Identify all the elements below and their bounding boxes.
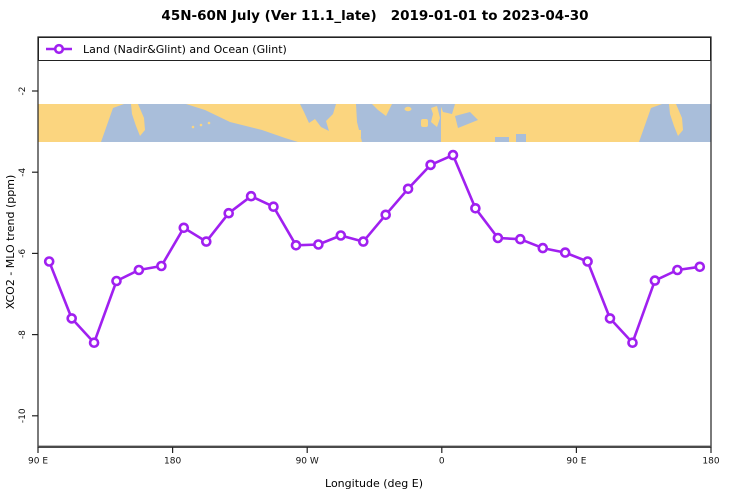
data-point-marker — [133, 264, 145, 276]
data-point-marker — [402, 183, 414, 195]
data-point-marker — [268, 201, 279, 212]
data-point-marker — [582, 256, 593, 267]
svg-text:-2: -2 — [18, 87, 28, 96]
svg-text:-4: -4 — [18, 167, 28, 176]
data-point-marker — [380, 209, 392, 221]
plot-frame — [37, 36, 712, 448]
y-axis-ticks: -2 -4 -6 -8 -10 — [18, 87, 38, 423]
data-point-marker — [425, 159, 436, 171]
map-ocean-shapes — [101, 104, 711, 142]
data-point-marker — [245, 190, 257, 202]
data-point-marker — [672, 264, 683, 276]
data-point-marker — [88, 337, 100, 349]
data-point-marker — [313, 239, 324, 250]
svg-text:90 W: 90 W — [296, 457, 319, 467]
svg-text:0: 0 — [439, 457, 445, 467]
svg-text:180: 180 — [164, 457, 181, 467]
data-point-marker — [694, 261, 706, 273]
world-map-strip — [38, 104, 711, 142]
legend-label: Land (Nadir&Glint) and Ocean (Glint) — [83, 42, 287, 56]
chart-title: 45N-60N July (Ver 11.1_late) 2019-01-01 … — [161, 8, 589, 24]
svg-text:180: 180 — [702, 457, 719, 467]
data-point-marker — [357, 236, 369, 247]
data-point-marker — [559, 247, 571, 258]
data-point-marker — [335, 230, 347, 241]
data-point-marker — [178, 222, 190, 234]
data-point-marker — [537, 242, 549, 254]
y-axis-title: XCO2 - MLO trend (ppm) — [4, 175, 17, 310]
data-point-marker — [111, 275, 122, 287]
data-point-marker — [514, 233, 526, 245]
svg-text:-6: -6 — [18, 249, 28, 258]
data-point-marker — [649, 275, 661, 286]
data-point-marker — [66, 313, 77, 324]
data-point-marker — [43, 256, 55, 267]
data-line — [47, 153, 702, 345]
data-point-marker — [470, 203, 481, 214]
data-point-marker — [447, 149, 459, 161]
svg-text:-8: -8 — [18, 330, 28, 339]
svg-text:-10: -10 — [18, 408, 28, 423]
legend: Land (Nadir&Glint) and Ocean (Glint) — [38, 37, 711, 61]
data-point-marker — [290, 240, 302, 251]
x-axis-ticks: 90 E 180 90 W 0 90 E 180 — [28, 447, 720, 467]
data-point-marker — [492, 232, 504, 244]
svg-text:90 E: 90 E — [28, 457, 48, 467]
svg-text:90 E: 90 E — [566, 457, 586, 467]
data-point-marker — [627, 337, 638, 349]
data-point-marker — [604, 313, 616, 324]
legend-marker-icon — [46, 43, 72, 55]
data-point-marker — [201, 236, 212, 247]
data-point-marker — [223, 207, 234, 219]
x-axis-title: Longitude (deg E) — [325, 477, 423, 490]
map-land-islands — [131, 104, 683, 137]
data-point-marker — [156, 260, 167, 272]
data-series — [43, 149, 706, 349]
